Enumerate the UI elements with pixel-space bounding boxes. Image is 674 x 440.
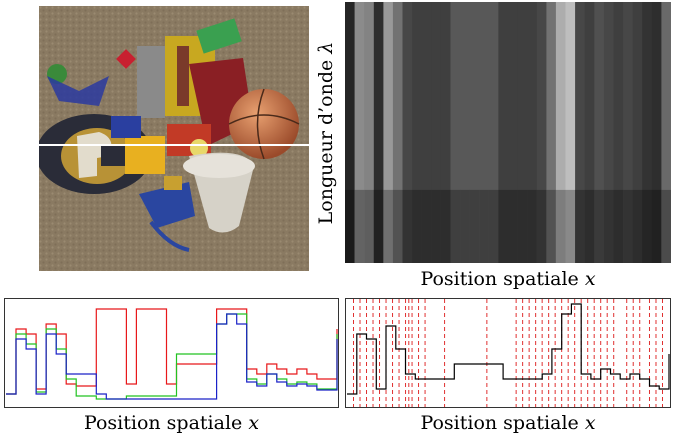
- spectrum-column-1: [354, 2, 365, 263]
- spectrum-column-3: [373, 2, 384, 263]
- plot-frame: [4, 298, 339, 408]
- spectrum-column-32: [651, 2, 662, 263]
- spectrum-column-shade-9: [431, 189, 442, 263]
- toy-scene-photo: [36, 6, 309, 271]
- spectrum-column-shade-14: [479, 189, 490, 263]
- spectrum-column-shade-6: [402, 189, 413, 263]
- spectrum-column-shade-20: [536, 189, 547, 263]
- series-line-2: [6, 313, 338, 400]
- spectrum-column-shade-13: [469, 189, 480, 263]
- spectrum-column-shade-4: [383, 189, 394, 263]
- spectrum-column-16: [498, 2, 509, 263]
- spectrum-column-shade-10: [440, 189, 451, 263]
- spectrum-column-shade-29: [623, 189, 634, 263]
- plot-frame: [345, 298, 671, 408]
- spectrum-column-15: [488, 2, 499, 263]
- spectrogram-x-axis-label: Position spatiale x: [420, 268, 596, 290]
- spectrum-column-shade-33: [661, 189, 672, 263]
- spectrum-column-shade-17: [508, 189, 519, 263]
- spectrogram-image: [345, 2, 672, 263]
- spectrum-column-shade-25: [584, 189, 595, 263]
- spectrum-column-shade-30: [632, 189, 643, 263]
- spectrum-column-6: [402, 2, 413, 263]
- spectrum-column-26: [594, 2, 605, 263]
- spectrum-column-shade-0: [345, 189, 356, 263]
- spectrum-column-11: [450, 2, 461, 263]
- spectrum-column-shade-3: [373, 189, 384, 263]
- spectrum-column-18: [517, 2, 528, 263]
- spectrum-column-shade-7: [412, 189, 423, 263]
- spectrogram-y-axis-label: Longueur d’onde λ: [315, 41, 337, 225]
- spectrum-column-10: [440, 2, 451, 263]
- spectrum-column-9: [431, 2, 442, 263]
- spectrum-column-19: [527, 2, 538, 263]
- spectrum-column-shade-31: [642, 189, 653, 263]
- spectrum-column-5: [392, 2, 403, 263]
- spectrum-column-23: [565, 2, 576, 263]
- spectrum-column-27: [603, 2, 614, 263]
- segmented-profile-x-axis-label: Position spatiale x: [420, 412, 596, 434]
- spectrum-column-shade-18: [517, 189, 528, 263]
- spectrum-column-shade-12: [460, 189, 471, 263]
- spectrum-column-21: [546, 2, 557, 263]
- spectrum-column-20: [536, 2, 547, 263]
- spectrum-column-shade-23: [565, 189, 576, 263]
- spectrum-column-12: [460, 2, 471, 263]
- rgb-profile-x-axis-label: Position spatiale x: [83, 412, 260, 434]
- series-line-0: [347, 303, 670, 395]
- spectrum-column-0: [345, 2, 356, 263]
- spectrum-column-shade-15: [488, 189, 499, 263]
- spectrum-column-shade-21: [546, 189, 557, 263]
- spectrum-column-shade-26: [594, 189, 605, 263]
- spectrum-column-shade-16: [498, 189, 509, 263]
- spectrum-column-shade-1: [354, 189, 365, 263]
- spectrum-column-17: [508, 2, 519, 263]
- spectrum-column-2: [364, 2, 375, 263]
- spectrum-column-7: [412, 2, 423, 263]
- spectrum-column-8: [421, 2, 432, 263]
- spectrum-column-22: [555, 2, 566, 263]
- spectrum-column-shade-28: [613, 189, 624, 263]
- spectrum-column-33: [661, 2, 672, 263]
- spectrum-column-31: [642, 2, 653, 263]
- rgb-profile-plot: [4, 298, 339, 408]
- spectrum-column-4: [383, 2, 394, 263]
- spectrum-column-shade-5: [392, 189, 403, 263]
- spectrum-column-29: [623, 2, 634, 263]
- spectrum-column-shade-11: [450, 189, 461, 263]
- spectrum-column-30: [632, 2, 643, 263]
- spectrum-column-28: [613, 2, 624, 263]
- series-line-0: [6, 308, 338, 395]
- spectrum-column-shade-27: [603, 189, 614, 263]
- spectrum-column-13: [469, 2, 480, 263]
- spectrum-column-shade-24: [575, 189, 586, 263]
- spectrum-column-shade-22: [555, 189, 566, 263]
- spectrum-column-shade-32: [651, 189, 662, 263]
- spectrum-column-shade-8: [421, 189, 432, 263]
- spectrum-column-25: [584, 2, 595, 263]
- spectrum-column-14: [479, 2, 490, 263]
- segmented-profile-plot: [345, 298, 671, 408]
- spectrum-column-shade-2: [364, 189, 375, 263]
- spectrum-column-24: [575, 2, 586, 263]
- spectrum-column-shade-19: [527, 189, 538, 263]
